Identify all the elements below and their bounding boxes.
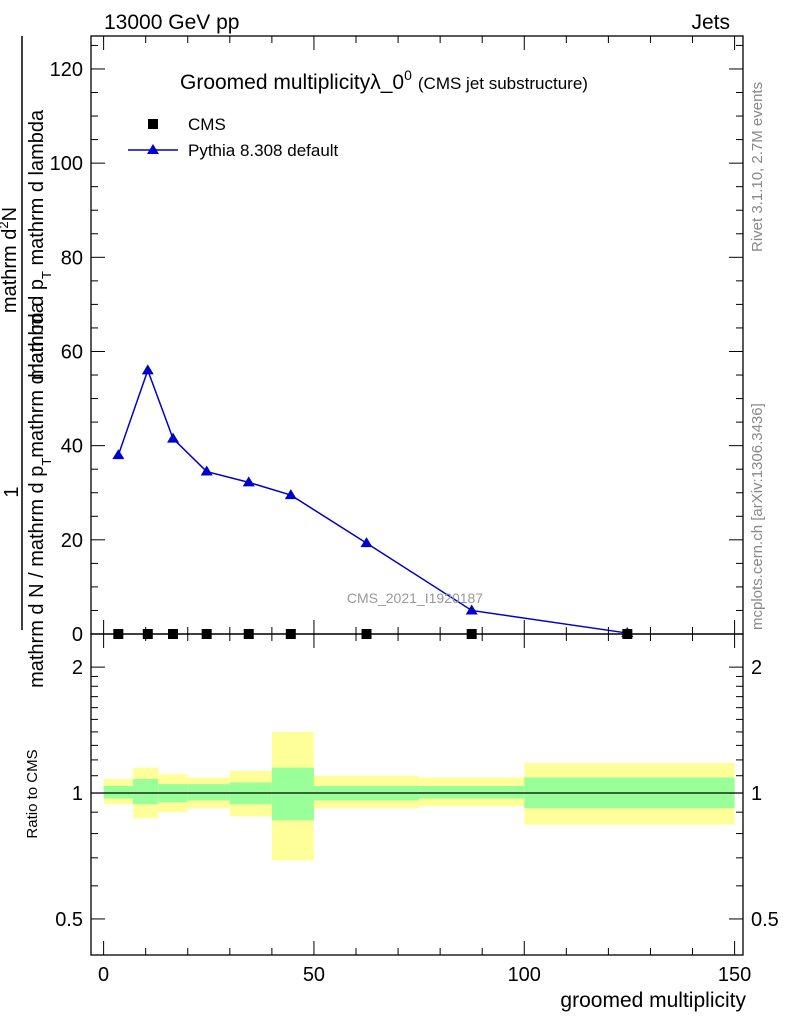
main-ytick-label: 40 bbox=[61, 436, 83, 458]
ylabel-one: 1 bbox=[1, 486, 23, 497]
mc-point bbox=[141, 364, 154, 375]
plot-title-sup: 0 bbox=[404, 67, 412, 83]
ylabel-numerator-line2: mathrm d pT mathrm d lambda bbox=[26, 109, 54, 380]
ratio-panel: 0 50 100 150 0.5 0.5 1 1 2 2 bbox=[55, 633, 779, 986]
ratio-ytick-label: 0.5 bbox=[55, 909, 83, 931]
main-ytick-label: 0 bbox=[72, 624, 83, 646]
mc-point bbox=[200, 465, 213, 476]
energy-label: 13000 GeV pp bbox=[104, 11, 239, 34]
ratio-ytick-label-right: 0.5 bbox=[751, 909, 779, 931]
plot-title-main: Groomed multiplicityλ_0 bbox=[180, 71, 404, 94]
ratio-xtick-label: 0 bbox=[98, 964, 109, 986]
plot-title: Groomed multiplicityλ_00 (CMS jet substru… bbox=[180, 67, 588, 94]
rivet-label: Rivet 3.1.10, 2.7M events bbox=[749, 82, 766, 252]
main-ylabel: 1 mathrm d2N mathrm d pT mathrm d lambda… bbox=[0, 36, 54, 688]
main-ytick-label: 80 bbox=[61, 247, 83, 269]
mcplots-label: mcplots.cern.ch [arXiv:1306.3436] bbox=[749, 403, 766, 630]
legend-mc-marker bbox=[147, 144, 159, 154]
ratio-ytick-label: 2 bbox=[72, 657, 83, 679]
mc-point bbox=[465, 604, 478, 615]
analysis-watermark: CMS_2021_I1920187 bbox=[347, 590, 483, 606]
plot-title-sub: (CMS jet substructure) bbox=[418, 74, 588, 93]
ylabel-num-sub2: T bbox=[39, 271, 54, 279]
ratio-frame bbox=[90, 633, 744, 956]
ylabel-num-sup: 2 bbox=[0, 221, 11, 228]
mc-point bbox=[284, 489, 297, 500]
mc-point bbox=[167, 432, 180, 443]
ratio-band-inner bbox=[133, 779, 159, 805]
ylabel-num-line3: mathrm d lambda bbox=[26, 109, 48, 271]
mc-point bbox=[112, 449, 125, 460]
ratio-band-inner bbox=[271, 767, 314, 821]
ylabel-den-part1: mathrm d N / mathrm d p bbox=[26, 466, 48, 688]
ylabel-num-part1: mathrm d bbox=[0, 229, 21, 313]
ratio-ytick-label-right: 2 bbox=[751, 657, 762, 679]
legend-mc-label: Pythia 8.308 default bbox=[188, 141, 339, 160]
ylabel-den-part2: mathrm d lambda bbox=[26, 301, 48, 457]
main-ytick-label: 60 bbox=[61, 341, 83, 363]
ylabel-num-part2: N bbox=[0, 207, 21, 221]
ratio-band-inner bbox=[419, 785, 525, 799]
ratio-ylabel: Ratio to CMS bbox=[24, 749, 41, 838]
ratio-xtick-label: 150 bbox=[718, 964, 751, 986]
legend-cms-marker bbox=[148, 119, 158, 129]
main-ytick-label: 120 bbox=[50, 59, 83, 81]
mc-point bbox=[360, 537, 373, 548]
legend-cms-label: CMS bbox=[188, 115, 226, 134]
process-label: Jets bbox=[691, 11, 730, 34]
ratio-xtick-label: 50 bbox=[303, 964, 325, 986]
ratio-ytick-label: 1 bbox=[72, 783, 83, 805]
ylabel-num-line2: mathrm d p bbox=[26, 279, 48, 380]
ratio-ytick-label-right: 1 bbox=[751, 783, 762, 805]
ylabel-den-sub1: T bbox=[39, 458, 54, 466]
main-ytick-label: 20 bbox=[61, 530, 83, 552]
ratio-xtick-label: 100 bbox=[508, 964, 541, 986]
ylabel-numerator: mathrm d2N bbox=[0, 207, 21, 313]
ratio-band-inner bbox=[103, 785, 134, 799]
xlabel: groomed multiplicity bbox=[560, 989, 746, 1012]
mc-point bbox=[242, 476, 255, 487]
legend: CMS Pythia 8.308 default bbox=[128, 115, 339, 160]
ratio-band-inner bbox=[187, 784, 230, 801]
main-ytick-label: 100 bbox=[50, 153, 83, 175]
ylabel-denominator: mathrm d N / mathrm d pTmathrm d lambda bbox=[26, 301, 54, 688]
